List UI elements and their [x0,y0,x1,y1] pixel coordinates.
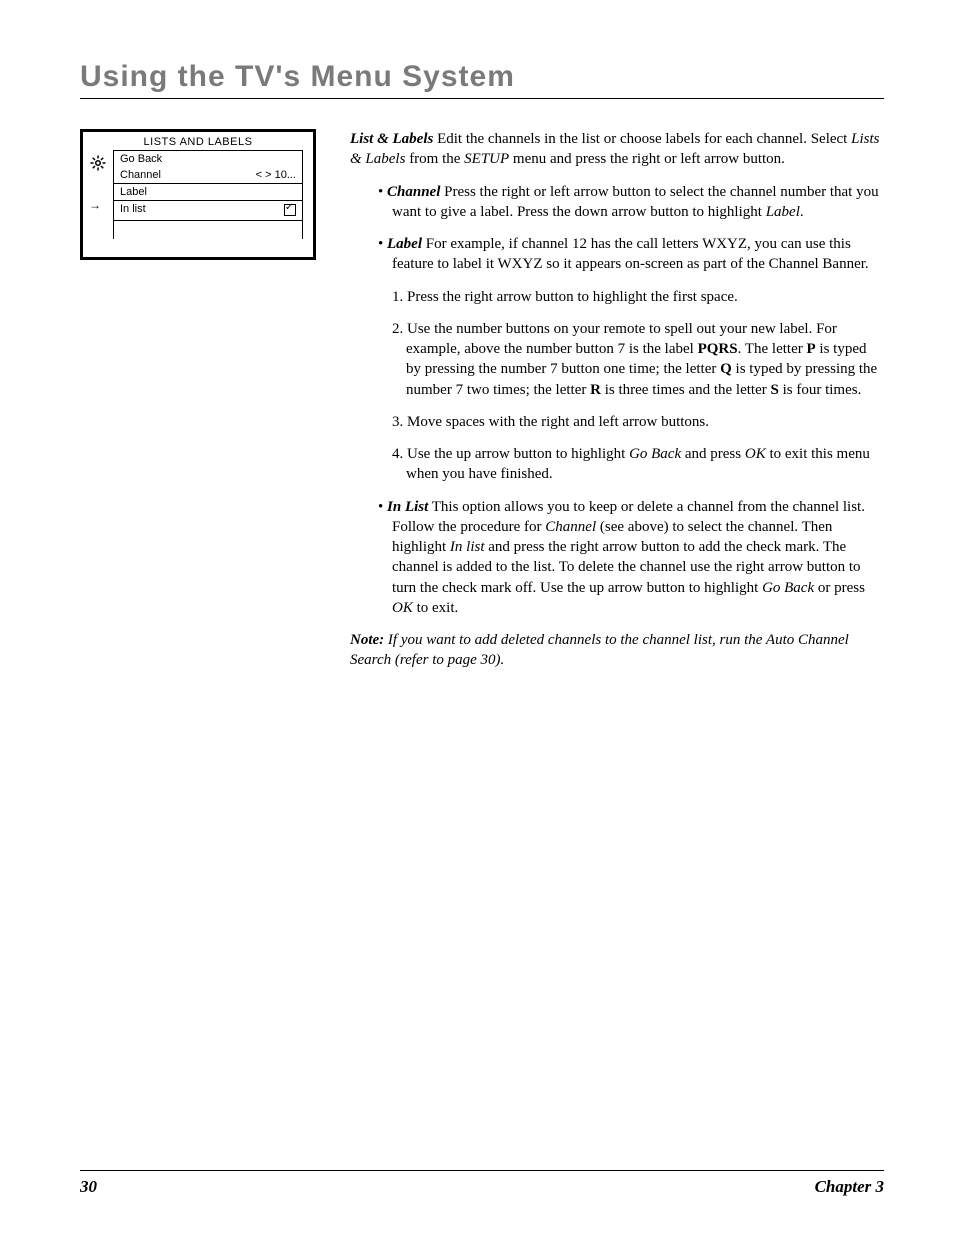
s2b3: Q [720,361,732,377]
s2f: is three times and the letter [601,382,771,398]
step-4: 4. Use the up arrow button to highlight … [392,444,884,485]
bullet-inlist: • In List This option allows you to keep… [378,497,884,619]
label-text: For example, if channel 12 has the call … [392,236,869,272]
bullet-label: • Label For example, if channel 12 has t… [378,234,884,275]
label-lead: Label [387,236,422,252]
menu-value: < > 10... [256,169,296,181]
intro-mid: from the [405,151,464,167]
s2g: is four times. [779,382,862,398]
note-paragraph: Note: If you want to add deleted channel… [350,630,884,671]
footer: 30 Chapter 3 [80,1170,884,1197]
s4b: and press [681,446,745,462]
s2b5: S [771,382,779,398]
gear-icon [89,154,107,175]
menu-label: Channel [120,169,161,181]
ile1: Channel [545,519,596,535]
s4e2: OK [745,446,766,462]
chapter-label: Chapter 3 [815,1177,884,1197]
channel-em: Label [766,204,800,220]
page-title: Using the TV's Menu System [80,60,884,94]
menu-row-channel: Channel < > 10... [114,167,302,184]
note-text: If you want to add deleted channels to t… [350,632,849,668]
right-column: List & Labels Edit the channels in the l… [350,129,884,686]
ile3: Go Back [762,580,814,596]
step-1: 1. Press the right arrow button to highl… [392,287,884,307]
menu-label: In list [120,203,146,218]
s2b2: P [806,341,815,357]
channel-text: Press the right or left arrow button to … [392,184,879,220]
s4e1: Go Back [629,446,681,462]
s2c: . The letter [738,341,807,357]
s2b1: PQRS [698,341,738,357]
channel-lead: Channel [387,184,440,200]
menu-row-label: Label [114,184,302,201]
arrow-right-icon: → [89,198,101,212]
bullet-channel: • Channel Press the right or left arrow … [378,182,884,223]
menu-header: LISTS AND LABELS [83,132,313,150]
intro-lead: List & Labels [350,131,433,147]
page-number: 30 [80,1177,97,1197]
intro-em2: SETUP [464,151,509,167]
intro-rest: Edit the channels in the list or choose … [433,131,851,147]
intro-end: menu and press the right or left arrow b… [509,151,785,167]
menu-body: → Go Back Channel < > 10... Label [83,150,313,257]
title-rule [80,98,884,99]
step-3: 3. Move spaces with the right and left a… [392,412,884,432]
menu-row-inlist: In list [114,201,302,221]
ile2: In list [450,539,485,555]
menu-row-blank [114,221,302,239]
step1-text: Press the right arrow button to highligh… [407,289,738,305]
menu-label: Go Back [120,153,162,165]
inlist-lead: In List [387,499,428,515]
menu-row-goback: Go Back [114,151,302,167]
step3-text: Move spaces with the right and left arro… [407,414,709,430]
ild: or press [814,580,865,596]
intro-paragraph: List & Labels Edit the channels in the l… [350,129,884,170]
ile: to exit. [413,600,458,616]
menu-box: LISTS AND LABELS → Go Back Channel < > [80,129,316,260]
s2b4: R [590,382,601,398]
step-2: 2. Use the number buttons on your remote… [392,319,884,400]
ile4: OK [392,600,413,616]
menu-label: Label [120,186,147,198]
s4a: Use the up arrow button to highlight [407,446,629,462]
left-column: LISTS AND LABELS → Go Back Channel < > [80,129,320,686]
note-lead: Note: [350,632,384,648]
content-area: LISTS AND LABELS → Go Back Channel < > [80,129,884,686]
checkbox-icon [284,203,296,218]
